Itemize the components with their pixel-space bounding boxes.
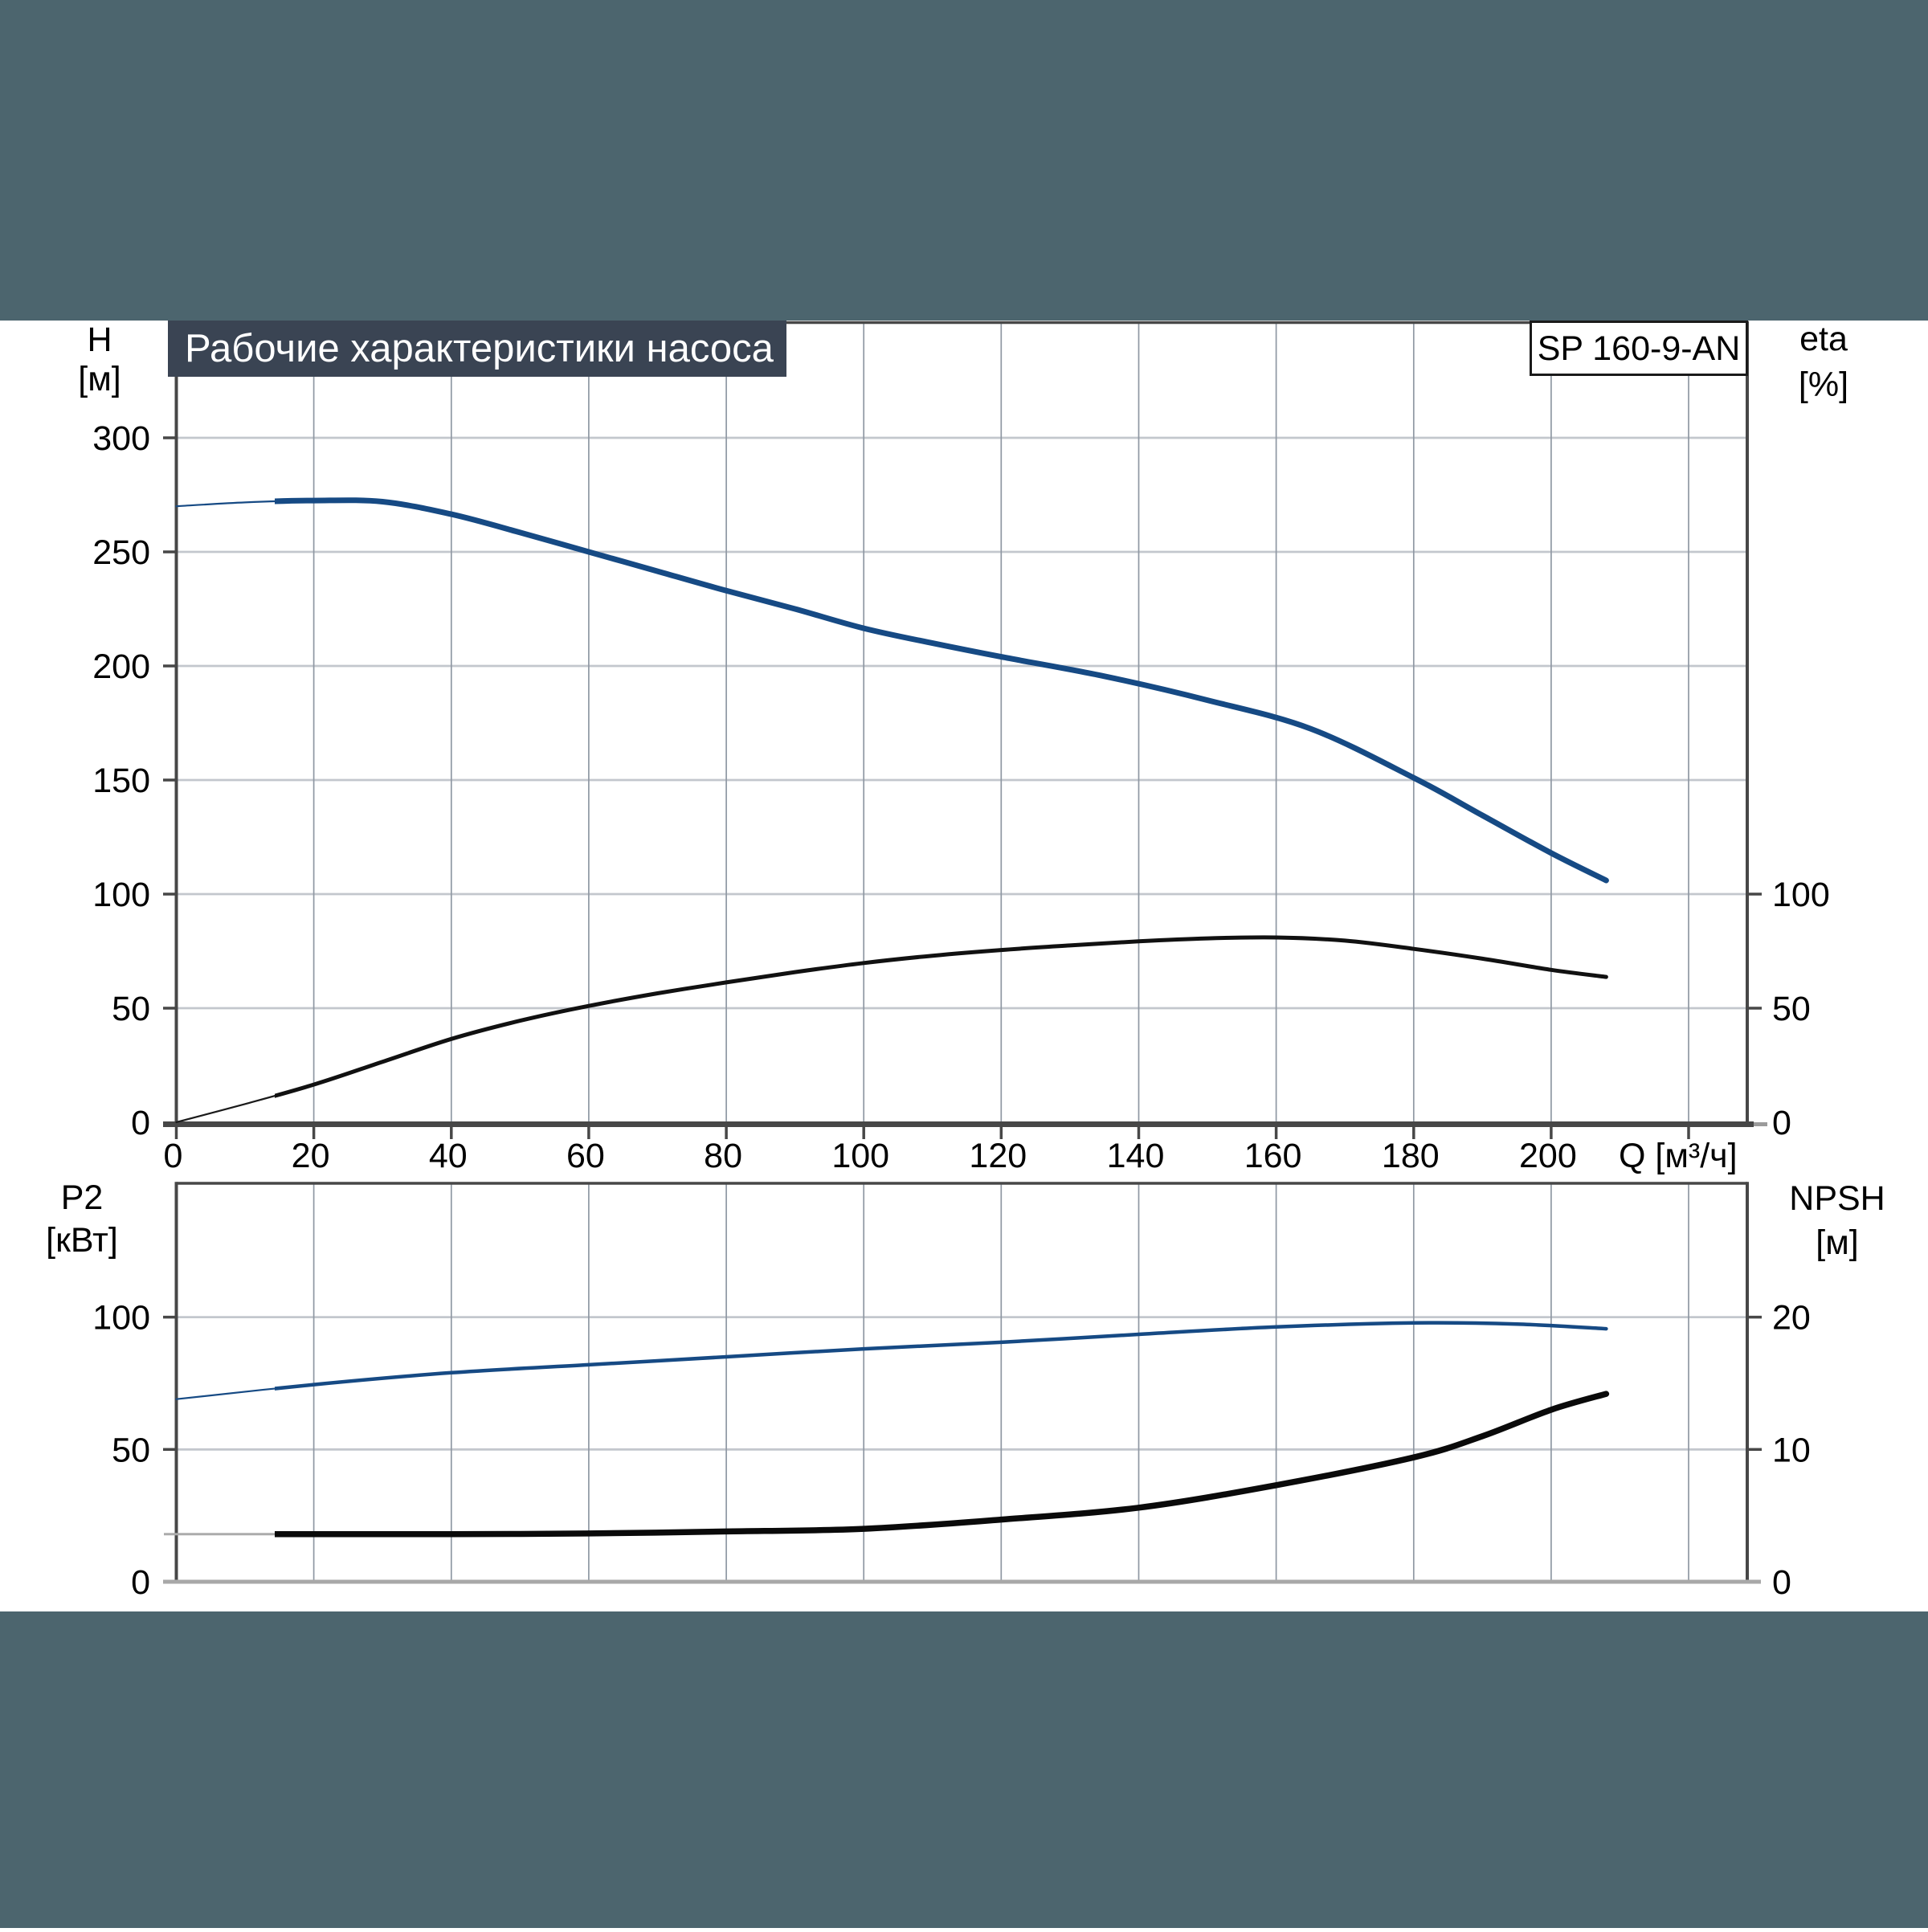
svg-text:SP 160-9-AN: SP 160-9-AN [1538, 329, 1741, 368]
svg-text:H: H [87, 321, 112, 359]
svg-text:200: 200 [92, 647, 150, 686]
svg-text:120: 120 [969, 1137, 1027, 1175]
svg-text:150: 150 [92, 762, 150, 800]
svg-text:60: 60 [566, 1137, 605, 1175]
svg-text:20: 20 [1772, 1299, 1811, 1338]
svg-text:100: 100 [1772, 876, 1830, 914]
svg-text:250: 250 [92, 533, 150, 572]
svg-text:Рабочие характеристики насоса: Рабочие характеристики насоса [185, 327, 774, 370]
svg-text:0: 0 [164, 1137, 183, 1175]
svg-text:40: 40 [429, 1137, 468, 1175]
svg-text:80: 80 [704, 1137, 742, 1175]
svg-text:140: 140 [1107, 1137, 1165, 1175]
svg-text:50: 50 [112, 1431, 150, 1469]
svg-text:[м]: [м] [1816, 1223, 1858, 1262]
svg-text:0: 0 [131, 1104, 150, 1142]
svg-text:160: 160 [1244, 1137, 1302, 1175]
svg-text:[%]: [%] [1799, 366, 1848, 404]
svg-text:10: 10 [1772, 1431, 1811, 1469]
svg-text:0: 0 [1772, 1104, 1791, 1142]
svg-text:50: 50 [1772, 990, 1811, 1028]
svg-text:0: 0 [1772, 1563, 1791, 1602]
svg-text:[м]: [м] [78, 360, 120, 398]
svg-text:300: 300 [92, 419, 150, 458]
svg-text:eta: eta [1799, 320, 1848, 358]
svg-text:180: 180 [1382, 1137, 1440, 1175]
svg-text:100: 100 [92, 1299, 150, 1338]
svg-text:100: 100 [92, 876, 150, 914]
svg-text:100: 100 [831, 1137, 889, 1175]
svg-text:200: 200 [1519, 1137, 1577, 1175]
svg-text:[кВт]: [кВт] [46, 1221, 118, 1260]
svg-text:50: 50 [112, 990, 150, 1028]
svg-text:P2: P2 [61, 1178, 104, 1217]
svg-text:Q [м³/ч]: Q [м³/ч] [1619, 1137, 1738, 1175]
svg-text:20: 20 [292, 1137, 330, 1175]
svg-text:0: 0 [131, 1563, 150, 1602]
svg-text:NPSH: NPSH [1789, 1179, 1885, 1218]
